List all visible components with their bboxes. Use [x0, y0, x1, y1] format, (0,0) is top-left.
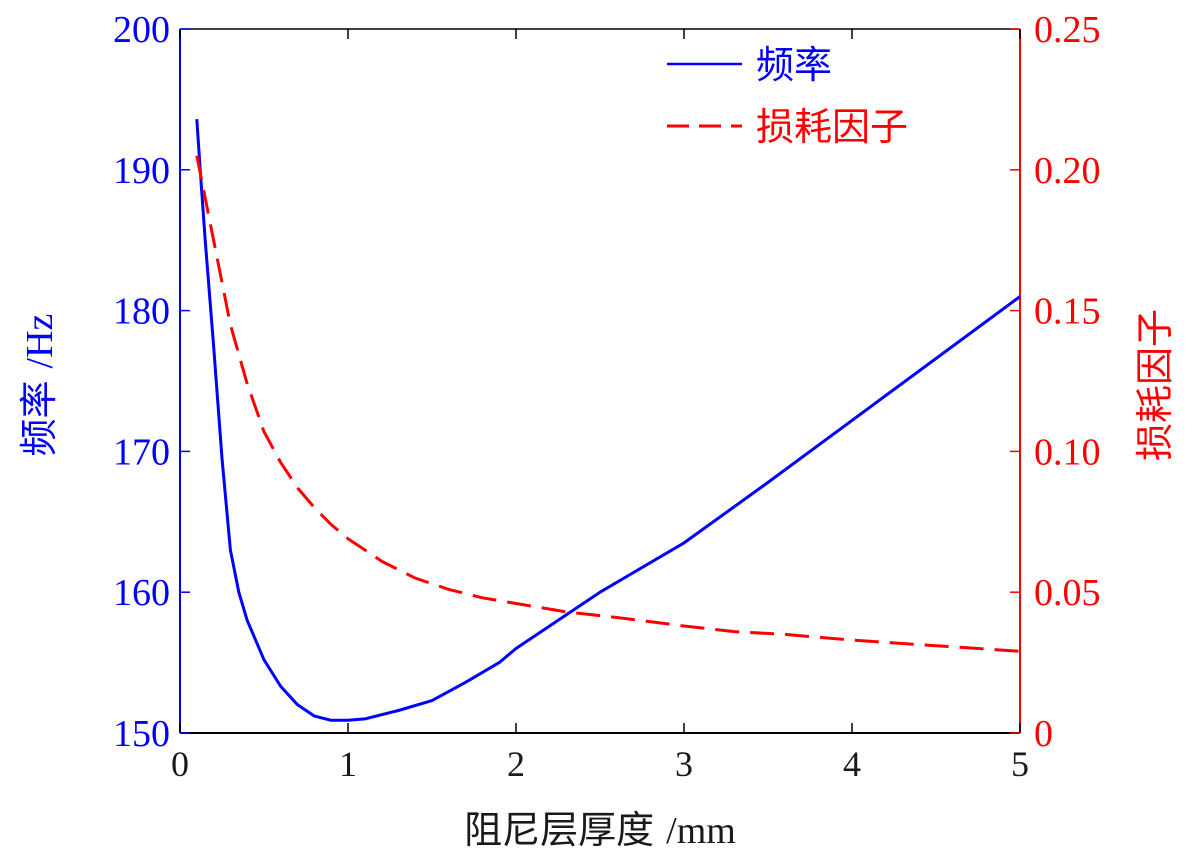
- x-tick-label: 5: [1011, 744, 1029, 784]
- tick-labels: 0 1 2 3 4 5 150 160 170 180 190 200 0 0.05 0.10 0.15 0.2…: [113, 9, 1101, 784]
- axis-ticks: [179, 28, 1021, 734]
- right-y-axis-label: 损耗因子: [1133, 309, 1177, 461]
- loss-factor-line: [195, 155, 1021, 653]
- left-y-tick-label: 150: [113, 713, 170, 755]
- x-tick-label: 4: [843, 744, 861, 784]
- left-y-tick-label: 200: [113, 9, 170, 51]
- x-tick-label: 3: [675, 744, 693, 784]
- right-y-tick-label: 0.20: [1034, 150, 1101, 192]
- x-axis-label: 阻尼层厚度/mm: [464, 808, 736, 852]
- left-y-tick-label: 170: [113, 431, 170, 473]
- x-axis-label-unit: /mm: [666, 810, 736, 852]
- left-y-tick-label: 180: [113, 291, 170, 333]
- x-tick-label: 0: [171, 744, 189, 784]
- left-y-tick-label: 160: [113, 572, 170, 614]
- legend: 频率 损耗因子: [667, 43, 908, 149]
- x-axis-label-text: 阻尼层厚度: [464, 808, 654, 852]
- plot-frame: [179, 28, 1021, 734]
- svg-text:频率/Hz: 频率/Hz: [17, 314, 61, 457]
- legend-label-loss-factor: 损耗因子: [756, 105, 908, 149]
- left-y-axis-label-text: 频率: [17, 380, 61, 456]
- left-y-axis-label-unit: /Hz: [19, 314, 61, 369]
- right-y-tick-label: 0: [1034, 713, 1053, 755]
- series-lines: [195, 118, 1021, 722]
- left-y-axis-label: 频率/Hz: [17, 314, 61, 457]
- right-y-tick-label: 0.25: [1034, 9, 1101, 51]
- frequency-line: [195, 118, 1021, 722]
- right-y-tick-label: 0.15: [1034, 291, 1101, 333]
- x-tick-label: 2: [507, 744, 525, 784]
- left-y-tick-label: 190: [113, 150, 170, 192]
- right-y-tick-label: 0.10: [1034, 431, 1101, 473]
- right-y-axis-label-text: 损耗因子: [1133, 309, 1177, 461]
- legend-label-frequency: 频率: [756, 43, 832, 87]
- x-tick-label: 1: [339, 744, 357, 784]
- right-y-tick-label: 0.05: [1034, 572, 1101, 614]
